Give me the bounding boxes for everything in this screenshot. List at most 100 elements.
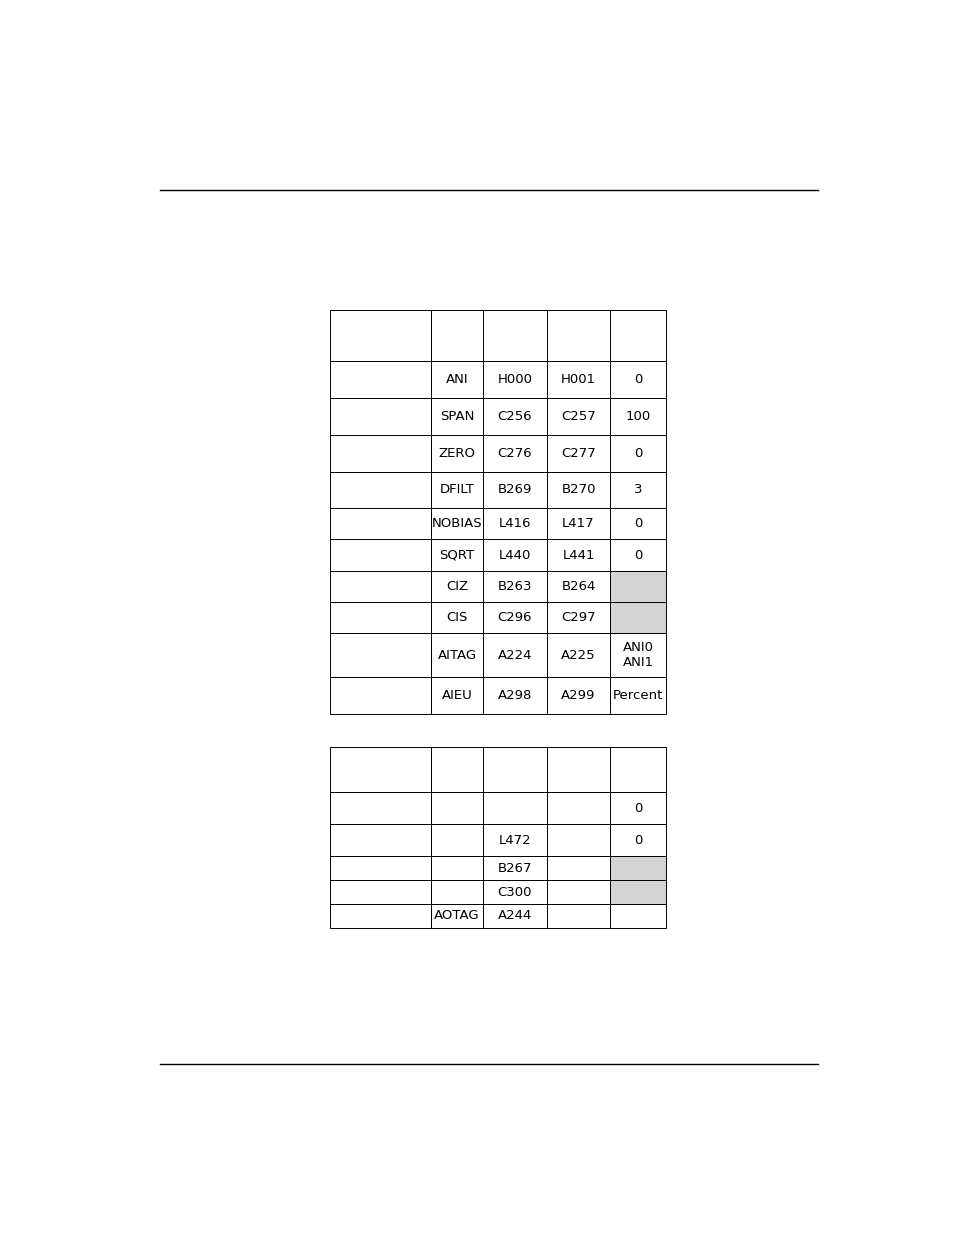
Text: L417: L417 — [561, 517, 595, 530]
Bar — [610, 601, 665, 634]
Bar — [610, 824, 665, 856]
Text: NOBIAS: NOBIAS — [432, 517, 482, 530]
Bar — [483, 792, 546, 824]
Bar — [610, 435, 665, 472]
Bar — [483, 747, 546, 792]
Bar — [330, 856, 431, 881]
Text: DFILT: DFILT — [439, 483, 474, 496]
Bar — [610, 362, 665, 398]
Bar — [431, 677, 483, 714]
Text: CIZ: CIZ — [445, 580, 468, 593]
Text: L440: L440 — [498, 548, 531, 562]
Bar — [330, 472, 431, 509]
Text: L441: L441 — [561, 548, 594, 562]
Bar — [483, 824, 546, 856]
Text: CIS: CIS — [446, 611, 467, 624]
Bar — [483, 634, 546, 677]
Bar — [431, 509, 483, 540]
Bar — [610, 677, 665, 714]
Bar — [330, 310, 431, 362]
Bar — [483, 881, 546, 904]
Bar — [546, 601, 610, 634]
Bar — [483, 398, 546, 435]
Bar — [431, 398, 483, 435]
Text: C256: C256 — [497, 410, 532, 422]
Bar — [546, 540, 610, 571]
Bar — [610, 904, 665, 927]
Bar — [330, 792, 431, 824]
Bar — [483, 904, 546, 927]
Bar — [330, 362, 431, 398]
Bar — [431, 904, 483, 927]
Bar — [546, 881, 610, 904]
Bar — [330, 824, 431, 856]
Bar — [483, 509, 546, 540]
Text: C257: C257 — [560, 410, 596, 422]
Text: H001: H001 — [560, 373, 596, 387]
Text: 100: 100 — [625, 410, 650, 422]
Bar — [330, 571, 431, 601]
Text: L472: L472 — [498, 834, 531, 846]
Bar — [546, 435, 610, 472]
Bar — [330, 634, 431, 677]
Bar — [610, 571, 665, 601]
Bar — [546, 571, 610, 601]
Bar — [546, 472, 610, 509]
Bar — [330, 435, 431, 472]
Bar — [546, 904, 610, 927]
Bar — [610, 310, 665, 362]
Bar — [546, 824, 610, 856]
Bar — [431, 881, 483, 904]
Bar — [431, 472, 483, 509]
Bar — [483, 540, 546, 571]
Bar — [431, 634, 483, 677]
Bar — [546, 792, 610, 824]
Bar — [610, 472, 665, 509]
Bar — [431, 571, 483, 601]
Text: C300: C300 — [497, 885, 532, 899]
Bar — [610, 881, 665, 904]
Text: B264: B264 — [560, 580, 595, 593]
Bar — [431, 747, 483, 792]
Text: L416: L416 — [498, 517, 531, 530]
Bar — [546, 398, 610, 435]
Text: B267: B267 — [497, 862, 532, 874]
Text: A244: A244 — [497, 909, 532, 923]
Bar — [330, 601, 431, 634]
Text: A224: A224 — [497, 648, 532, 662]
Text: C276: C276 — [497, 447, 532, 459]
Text: Percent: Percent — [613, 689, 663, 703]
Bar — [546, 677, 610, 714]
Bar — [431, 435, 483, 472]
Text: 0: 0 — [634, 373, 642, 387]
Bar — [330, 904, 431, 927]
Text: A298: A298 — [497, 689, 532, 703]
Text: 0: 0 — [634, 517, 642, 530]
Bar — [330, 540, 431, 571]
Bar — [431, 601, 483, 634]
Text: 3: 3 — [634, 483, 642, 496]
Text: B270: B270 — [560, 483, 596, 496]
Bar — [483, 856, 546, 881]
Bar — [610, 540, 665, 571]
Bar — [546, 747, 610, 792]
Bar — [431, 310, 483, 362]
Text: A225: A225 — [560, 648, 596, 662]
Bar — [431, 540, 483, 571]
Text: 0: 0 — [634, 802, 642, 815]
Text: ZERO: ZERO — [438, 447, 475, 459]
Text: B263: B263 — [497, 580, 532, 593]
Text: C296: C296 — [497, 611, 532, 624]
Bar — [431, 856, 483, 881]
Bar — [610, 398, 665, 435]
Text: A299: A299 — [560, 689, 595, 703]
Text: ANI0
ANI1: ANI0 ANI1 — [622, 641, 653, 669]
Bar — [610, 747, 665, 792]
Bar — [610, 792, 665, 824]
Bar — [483, 571, 546, 601]
Bar — [546, 856, 610, 881]
Bar — [330, 677, 431, 714]
Text: SPAN: SPAN — [439, 410, 474, 422]
Bar — [483, 310, 546, 362]
Text: H000: H000 — [497, 373, 532, 387]
